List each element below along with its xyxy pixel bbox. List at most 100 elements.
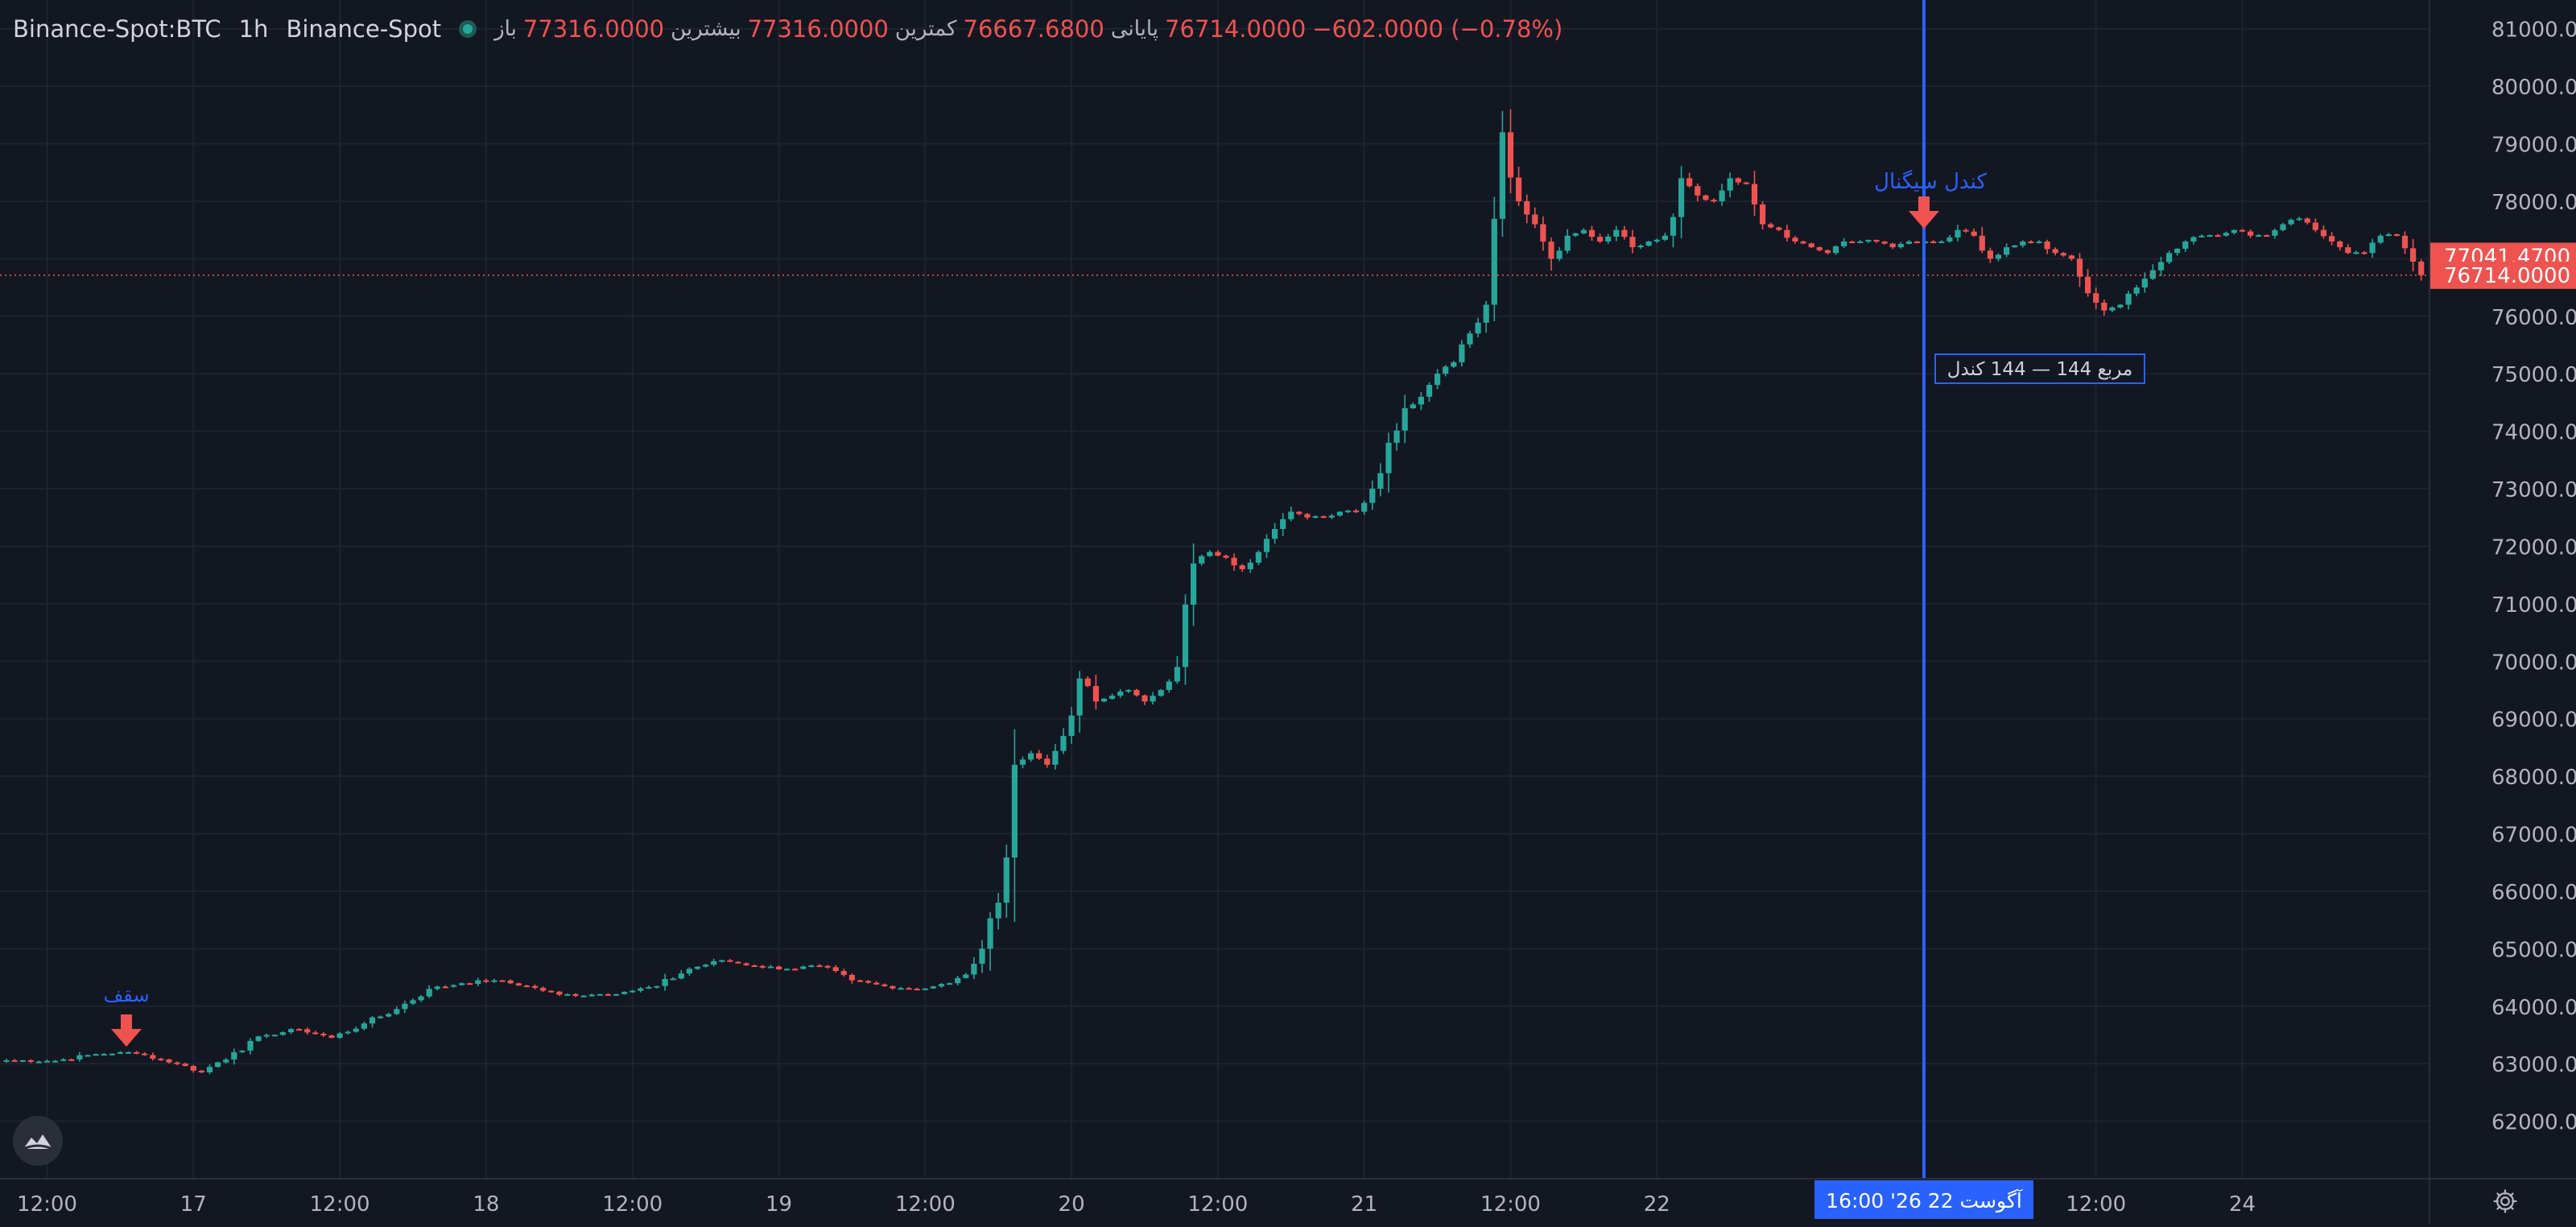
candle[interactable] bbox=[19, 1060, 26, 1063]
candle[interactable] bbox=[1905, 239, 1912, 245]
candle[interactable] bbox=[52, 1060, 59, 1063]
candle[interactable] bbox=[1645, 241, 1652, 247]
candle[interactable] bbox=[328, 1034, 335, 1039]
candle[interactable] bbox=[2223, 231, 2229, 237]
candle[interactable] bbox=[1832, 245, 1839, 255]
candle[interactable] bbox=[1011, 729, 1018, 923]
candle[interactable] bbox=[1019, 756, 1026, 769]
candle[interactable] bbox=[816, 964, 823, 968]
candle[interactable] bbox=[483, 978, 489, 983]
candle[interactable] bbox=[588, 993, 595, 997]
candle[interactable] bbox=[1678, 166, 1685, 238]
candle[interactable] bbox=[2149, 264, 2156, 280]
candle[interactable] bbox=[320, 1031, 327, 1037]
candle[interactable] bbox=[2353, 250, 2359, 254]
candle[interactable] bbox=[1280, 513, 1286, 536]
candle[interactable] bbox=[1320, 515, 1327, 518]
candle[interactable] bbox=[597, 994, 603, 996]
candle[interactable] bbox=[1540, 216, 1546, 251]
candle[interactable] bbox=[426, 985, 432, 998]
candle[interactable] bbox=[1727, 172, 1733, 198]
candle[interactable] bbox=[1613, 225, 1620, 242]
candle[interactable] bbox=[759, 965, 766, 969]
candle[interactable] bbox=[703, 964, 709, 968]
candle[interactable] bbox=[1686, 172, 1693, 188]
candle[interactable] bbox=[654, 985, 660, 989]
candle[interactable] bbox=[410, 998, 416, 1006]
candle[interactable] bbox=[345, 1030, 351, 1035]
candle[interactable] bbox=[955, 975, 961, 985]
candle[interactable] bbox=[1751, 171, 1758, 216]
candle[interactable] bbox=[76, 1051, 83, 1062]
candle[interactable] bbox=[206, 1064, 213, 1075]
candle[interactable] bbox=[336, 1031, 343, 1039]
candle[interactable] bbox=[1272, 523, 1278, 544]
candle[interactable] bbox=[792, 968, 799, 971]
candle[interactable] bbox=[1288, 506, 1294, 522]
candle[interactable] bbox=[1507, 109, 1514, 194]
candle[interactable] bbox=[2288, 218, 2294, 226]
candle[interactable] bbox=[1719, 184, 1725, 206]
candle[interactable] bbox=[971, 956, 977, 979]
candle[interactable] bbox=[459, 982, 465, 986]
candle[interactable] bbox=[1516, 167, 1522, 206]
candle[interactable] bbox=[2231, 229, 2237, 235]
candle[interactable] bbox=[1873, 239, 1880, 243]
candle[interactable] bbox=[1141, 694, 1148, 705]
candle[interactable] bbox=[271, 1034, 278, 1037]
candle[interactable] bbox=[775, 965, 782, 970]
candle[interactable] bbox=[2248, 229, 2254, 238]
candle[interactable] bbox=[987, 912, 993, 971]
gear-icon[interactable] bbox=[2489, 1185, 2521, 1217]
candle[interactable] bbox=[1239, 564, 1245, 572]
candle[interactable] bbox=[1662, 233, 1668, 242]
candle[interactable] bbox=[1955, 225, 1961, 242]
candle[interactable] bbox=[857, 979, 864, 982]
candle[interactable] bbox=[2207, 234, 2213, 238]
candle[interactable] bbox=[296, 1027, 303, 1031]
candle[interactable] bbox=[2337, 240, 2343, 251]
candle[interactable] bbox=[279, 1031, 286, 1036]
candle[interactable] bbox=[1044, 754, 1051, 768]
candle[interactable] bbox=[548, 990, 555, 993]
candle[interactable] bbox=[1158, 688, 1164, 697]
candle[interactable] bbox=[231, 1048, 237, 1065]
candle[interactable] bbox=[1199, 554, 1205, 566]
candle[interactable] bbox=[1410, 402, 1416, 409]
candle[interactable] bbox=[418, 994, 424, 1002]
candle[interactable] bbox=[2312, 218, 2318, 233]
candle[interactable] bbox=[312, 1031, 319, 1035]
candle[interactable] bbox=[1377, 463, 1384, 497]
candle[interactable] bbox=[556, 990, 563, 997]
candle[interactable] bbox=[1913, 241, 1921, 244]
candle[interactable] bbox=[1743, 181, 1749, 185]
candle[interactable] bbox=[1995, 253, 2002, 262]
candle[interactable] bbox=[1597, 233, 1604, 244]
candle[interactable] bbox=[1580, 228, 1587, 234]
candle[interactable] bbox=[369, 1015, 376, 1028]
candle[interactable] bbox=[1637, 244, 1644, 250]
candle[interactable] bbox=[1060, 728, 1067, 754]
down-arrow-icon[interactable] bbox=[111, 1014, 142, 1047]
candle[interactable] bbox=[1760, 201, 1766, 230]
candle[interactable] bbox=[2182, 240, 2189, 252]
candle[interactable] bbox=[68, 1058, 75, 1061]
candle[interactable] bbox=[906, 986, 912, 990]
candle[interactable] bbox=[2085, 269, 2091, 297]
candle[interactable] bbox=[979, 940, 985, 973]
candle[interactable] bbox=[1223, 554, 1229, 560]
candle[interactable] bbox=[394, 1006, 400, 1015]
candle[interactable] bbox=[93, 1053, 99, 1056]
candle[interactable] bbox=[1653, 238, 1660, 244]
candle[interactable] bbox=[540, 986, 547, 993]
candle[interactable] bbox=[1857, 240, 1864, 243]
candle[interactable] bbox=[247, 1038, 254, 1055]
candle[interactable] bbox=[1231, 553, 1237, 572]
candle[interactable] bbox=[85, 1054, 91, 1057]
candle[interactable] bbox=[1182, 594, 1189, 685]
candle[interactable] bbox=[914, 987, 920, 991]
candle[interactable] bbox=[1670, 213, 1677, 248]
candle[interactable] bbox=[1369, 480, 1376, 510]
candle[interactable] bbox=[1150, 692, 1156, 705]
candle[interactable] bbox=[947, 982, 953, 985]
